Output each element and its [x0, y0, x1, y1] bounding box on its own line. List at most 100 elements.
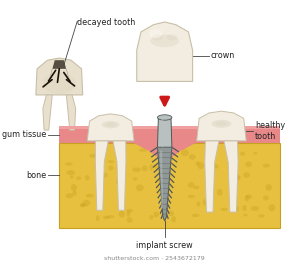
- Ellipse shape: [188, 195, 195, 198]
- Ellipse shape: [266, 184, 272, 191]
- Ellipse shape: [149, 164, 153, 171]
- Text: shutterstock.com · 2543672179: shutterstock.com · 2543672179: [104, 256, 205, 262]
- Polygon shape: [66, 95, 76, 130]
- Ellipse shape: [212, 120, 231, 128]
- Ellipse shape: [217, 189, 223, 196]
- Ellipse shape: [102, 121, 120, 128]
- Ellipse shape: [70, 176, 74, 179]
- Polygon shape: [137, 22, 192, 81]
- Ellipse shape: [66, 193, 73, 198]
- Text: crown: crown: [211, 52, 235, 60]
- Ellipse shape: [126, 209, 133, 213]
- Ellipse shape: [246, 195, 252, 199]
- Text: decayed tooth: decayed tooth: [77, 18, 136, 27]
- Ellipse shape: [243, 172, 250, 178]
- Polygon shape: [113, 141, 126, 210]
- Ellipse shape: [133, 178, 138, 180]
- Ellipse shape: [214, 164, 218, 169]
- Ellipse shape: [149, 215, 153, 220]
- Ellipse shape: [230, 196, 237, 200]
- Ellipse shape: [196, 161, 199, 165]
- Bar: [59, 127, 280, 129]
- Ellipse shape: [152, 34, 163, 40]
- Ellipse shape: [181, 149, 189, 156]
- Polygon shape: [59, 127, 280, 162]
- Polygon shape: [205, 141, 219, 212]
- Ellipse shape: [230, 175, 239, 180]
- Ellipse shape: [43, 73, 76, 94]
- Ellipse shape: [189, 154, 196, 160]
- Ellipse shape: [203, 199, 210, 206]
- Polygon shape: [158, 147, 172, 221]
- Ellipse shape: [99, 172, 108, 178]
- Ellipse shape: [171, 216, 176, 223]
- Ellipse shape: [215, 122, 228, 126]
- Ellipse shape: [149, 29, 162, 38]
- Ellipse shape: [231, 157, 237, 163]
- Ellipse shape: [197, 202, 201, 207]
- Ellipse shape: [86, 193, 94, 198]
- Ellipse shape: [243, 214, 248, 216]
- Ellipse shape: [228, 182, 234, 186]
- Ellipse shape: [72, 190, 77, 196]
- Ellipse shape: [105, 122, 116, 127]
- Ellipse shape: [71, 184, 77, 191]
- Ellipse shape: [154, 166, 160, 169]
- Text: gum tissue: gum tissue: [2, 130, 47, 139]
- Ellipse shape: [118, 211, 125, 217]
- Text: healthy
tooth: healthy tooth: [255, 121, 285, 141]
- Ellipse shape: [263, 195, 269, 200]
- Ellipse shape: [132, 167, 141, 172]
- Ellipse shape: [220, 208, 228, 211]
- Polygon shape: [87, 114, 134, 141]
- Ellipse shape: [66, 170, 75, 175]
- Text: implant screw: implant screw: [136, 241, 193, 250]
- Ellipse shape: [166, 34, 177, 40]
- Polygon shape: [224, 141, 238, 212]
- Ellipse shape: [235, 175, 241, 180]
- Ellipse shape: [108, 160, 114, 163]
- Ellipse shape: [197, 162, 204, 169]
- Ellipse shape: [153, 211, 159, 217]
- Polygon shape: [197, 111, 246, 141]
- Ellipse shape: [80, 204, 85, 207]
- Ellipse shape: [65, 162, 73, 166]
- Ellipse shape: [168, 211, 174, 216]
- Ellipse shape: [160, 187, 166, 193]
- Ellipse shape: [242, 205, 247, 211]
- Ellipse shape: [262, 164, 270, 168]
- Ellipse shape: [89, 154, 98, 158]
- Polygon shape: [158, 118, 172, 147]
- Ellipse shape: [142, 165, 148, 171]
- Ellipse shape: [103, 216, 110, 219]
- Ellipse shape: [240, 151, 245, 156]
- Ellipse shape: [127, 217, 133, 223]
- Ellipse shape: [258, 214, 265, 218]
- Ellipse shape: [80, 203, 87, 207]
- Ellipse shape: [251, 206, 259, 211]
- Ellipse shape: [234, 206, 239, 211]
- Ellipse shape: [106, 215, 114, 218]
- Ellipse shape: [136, 185, 144, 191]
- Ellipse shape: [139, 148, 147, 152]
- Polygon shape: [36, 58, 83, 95]
- Ellipse shape: [83, 200, 90, 206]
- Ellipse shape: [245, 162, 252, 167]
- Ellipse shape: [116, 165, 121, 171]
- Ellipse shape: [253, 152, 257, 155]
- Ellipse shape: [158, 115, 172, 120]
- Polygon shape: [95, 141, 108, 210]
- Ellipse shape: [245, 195, 249, 202]
- Ellipse shape: [192, 214, 199, 217]
- Text: bone: bone: [27, 171, 47, 180]
- Ellipse shape: [268, 204, 275, 211]
- Bar: [59, 143, 280, 228]
- Ellipse shape: [193, 186, 199, 189]
- Ellipse shape: [150, 35, 179, 47]
- Ellipse shape: [76, 176, 81, 180]
- Polygon shape: [43, 95, 52, 130]
- Ellipse shape: [85, 175, 90, 181]
- Ellipse shape: [108, 165, 114, 170]
- Ellipse shape: [188, 182, 194, 188]
- Ellipse shape: [127, 211, 130, 217]
